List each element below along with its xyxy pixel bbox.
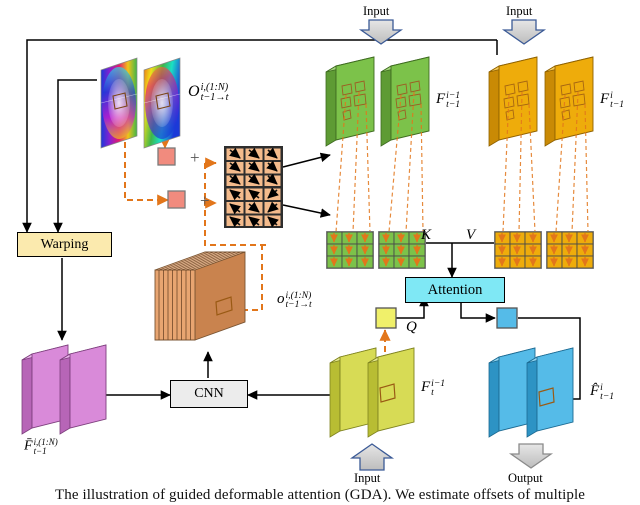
output-label-1: Output bbox=[508, 471, 543, 485]
offsets-label: o i,(1:N) t−1→t bbox=[277, 289, 312, 311]
blue-slab-1 bbox=[488, 347, 536, 438]
warping-label: Warping bbox=[40, 236, 89, 252]
warped-feature-label: F̄ i,(1:N) t−1 bbox=[24, 436, 58, 456]
flow-map-1 bbox=[100, 57, 138, 149]
value-grid-right bbox=[546, 231, 594, 269]
warping-block[interactable]: Warping bbox=[17, 232, 112, 257]
key-grid-left bbox=[326, 231, 374, 269]
plus-sign-2: + bbox=[200, 191, 210, 210]
output-token bbox=[496, 307, 518, 329]
input-arrow-2 bbox=[501, 19, 547, 45]
input-arrow-1 bbox=[358, 19, 404, 45]
query-label: Q bbox=[406, 319, 417, 335]
purple-slab-2 bbox=[59, 344, 107, 435]
green-slab-1 bbox=[325, 56, 375, 147]
attention-block[interactable]: Attention bbox=[405, 277, 505, 303]
cube-sample-window bbox=[215, 296, 233, 316]
salmon-square-1 bbox=[157, 147, 176, 166]
kernel-grid-1 bbox=[224, 146, 283, 188]
yellow-query-window bbox=[379, 383, 396, 403]
flow-map-2 bbox=[143, 57, 181, 149]
green-correspondence-dashes bbox=[335, 91, 424, 233]
figure-caption: The illustration of guided deformable at… bbox=[54, 487, 586, 503]
input-label-2: Input bbox=[506, 4, 533, 18]
yellow-slab-1 bbox=[329, 347, 377, 438]
cnn-label: CNN bbox=[194, 386, 224, 401]
orange-correspondence-dashes bbox=[502, 91, 589, 233]
yellow-slab-2 bbox=[367, 347, 415, 438]
cnn-block[interactable]: CNN bbox=[170, 380, 248, 408]
orange-slab-2 bbox=[544, 56, 594, 147]
key-grid-right bbox=[378, 231, 426, 269]
key-label: K bbox=[421, 227, 432, 243]
value-grid-left bbox=[494, 231, 542, 269]
kernel-grid-2 bbox=[224, 186, 283, 228]
output-arrow-1 bbox=[508, 443, 554, 469]
value-label: V bbox=[466, 227, 476, 243]
output-feature-label: F̂ i t−1 bbox=[590, 381, 615, 403]
salmon-square-2 bbox=[167, 190, 186, 209]
attention-label: Attention bbox=[427, 281, 483, 298]
green-slab-2 bbox=[380, 56, 430, 147]
input-label-1: Input bbox=[363, 4, 390, 18]
input-label-3: Input bbox=[354, 471, 381, 485]
blue-output-window bbox=[538, 387, 555, 407]
input-arrow-3 bbox=[349, 443, 395, 471]
blue-slab-2 bbox=[526, 347, 574, 438]
plus-sign-1: + bbox=[190, 148, 200, 167]
query-token bbox=[375, 307, 397, 329]
purple-slab-1 bbox=[21, 344, 69, 435]
